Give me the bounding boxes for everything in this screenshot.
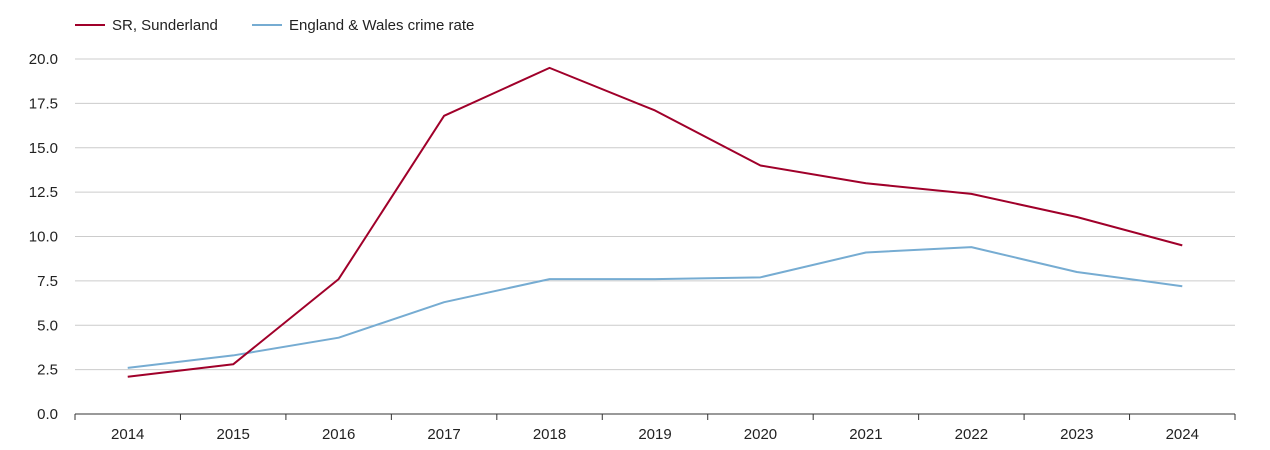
series-line[interactable]	[127, 66, 1183, 378]
x-tick-label: 2024	[1166, 426, 1199, 443]
y-tick-label: 20.0	[29, 51, 58, 68]
x-tick-label: 2022	[955, 426, 988, 443]
y-tick-label: 5.0	[37, 317, 58, 334]
x-tick-label: 2017	[427, 426, 460, 443]
y-tick-label: 2.5	[37, 362, 58, 379]
x-tick-label: 2015	[216, 426, 249, 443]
y-axis: 0.0 2.5 5.0 7.5 10.0 12.5 15.0 17.5 20.0	[29, 51, 58, 423]
legend: SR, Sunderland England & Wales crime rat…	[75, 17, 474, 34]
y-tick-label: 15.0	[29, 140, 58, 157]
x-tick-label: 2018	[533, 426, 566, 443]
x-tick-label: 2016	[322, 426, 355, 443]
y-tick-label: 7.5	[37, 273, 58, 290]
legend-item-sunderland[interactable]: SR, Sunderland	[75, 17, 218, 34]
x-tick-label: 2023	[1060, 426, 1093, 443]
x-tick-label: 2014	[111, 426, 144, 443]
legend-label-sunderland: SR, Sunderland	[112, 17, 218, 34]
x-tick-label: 2021	[849, 426, 882, 443]
y-tick-label: 10.0	[29, 229, 58, 246]
series-lines	[127, 66, 1183, 378]
legend-item-england-wales[interactable]: England & Wales crime rate	[252, 17, 474, 34]
x-tick-label: 2020	[744, 426, 777, 443]
gridlines	[75, 58, 1235, 371]
series-line[interactable]	[127, 246, 1183, 369]
x-axis: 2014 2015 2016 2017 2018 2019 2020 2021 2022 2023…	[74, 414, 1236, 443]
legend-label-england-wales: England & Wales crime rate	[289, 17, 474, 34]
y-tick-label: 0.0	[37, 406, 58, 423]
x-tick-label: 2019	[638, 426, 671, 443]
y-tick-label: 12.5	[29, 184, 58, 201]
y-tick-label: 17.5	[29, 95, 58, 112]
